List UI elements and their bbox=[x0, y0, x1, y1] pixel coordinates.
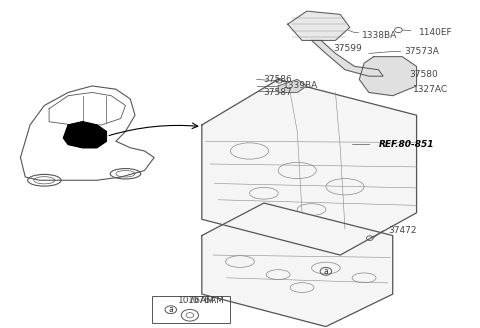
Text: 37573A: 37573A bbox=[405, 47, 440, 56]
Polygon shape bbox=[312, 40, 383, 76]
Text: 1339BA: 1339BA bbox=[283, 81, 318, 91]
Text: 37599: 37599 bbox=[333, 44, 362, 53]
Text: REF.80-851: REF.80-851 bbox=[378, 140, 434, 149]
Text: a: a bbox=[324, 267, 328, 276]
Text: 1338BA: 1338BA bbox=[362, 31, 397, 40]
Text: a: a bbox=[168, 305, 173, 314]
Text: 1327AC: 1327AC bbox=[413, 85, 448, 94]
Text: 37587: 37587 bbox=[263, 88, 292, 97]
Polygon shape bbox=[202, 203, 393, 327]
FancyBboxPatch shape bbox=[152, 296, 230, 323]
Polygon shape bbox=[288, 11, 350, 40]
Ellipse shape bbox=[381, 67, 405, 83]
Polygon shape bbox=[360, 57, 417, 96]
Text: 1076AM: 1076AM bbox=[188, 296, 224, 305]
Text: 37586: 37586 bbox=[263, 75, 292, 84]
Text: 1140EF: 1140EF bbox=[419, 28, 453, 37]
Polygon shape bbox=[202, 79, 417, 255]
Text: 37472: 37472 bbox=[388, 226, 417, 235]
Text: 37580: 37580 bbox=[409, 70, 438, 79]
Polygon shape bbox=[63, 122, 107, 148]
Text: 1076AM: 1076AM bbox=[178, 297, 215, 305]
Polygon shape bbox=[278, 79, 307, 92]
